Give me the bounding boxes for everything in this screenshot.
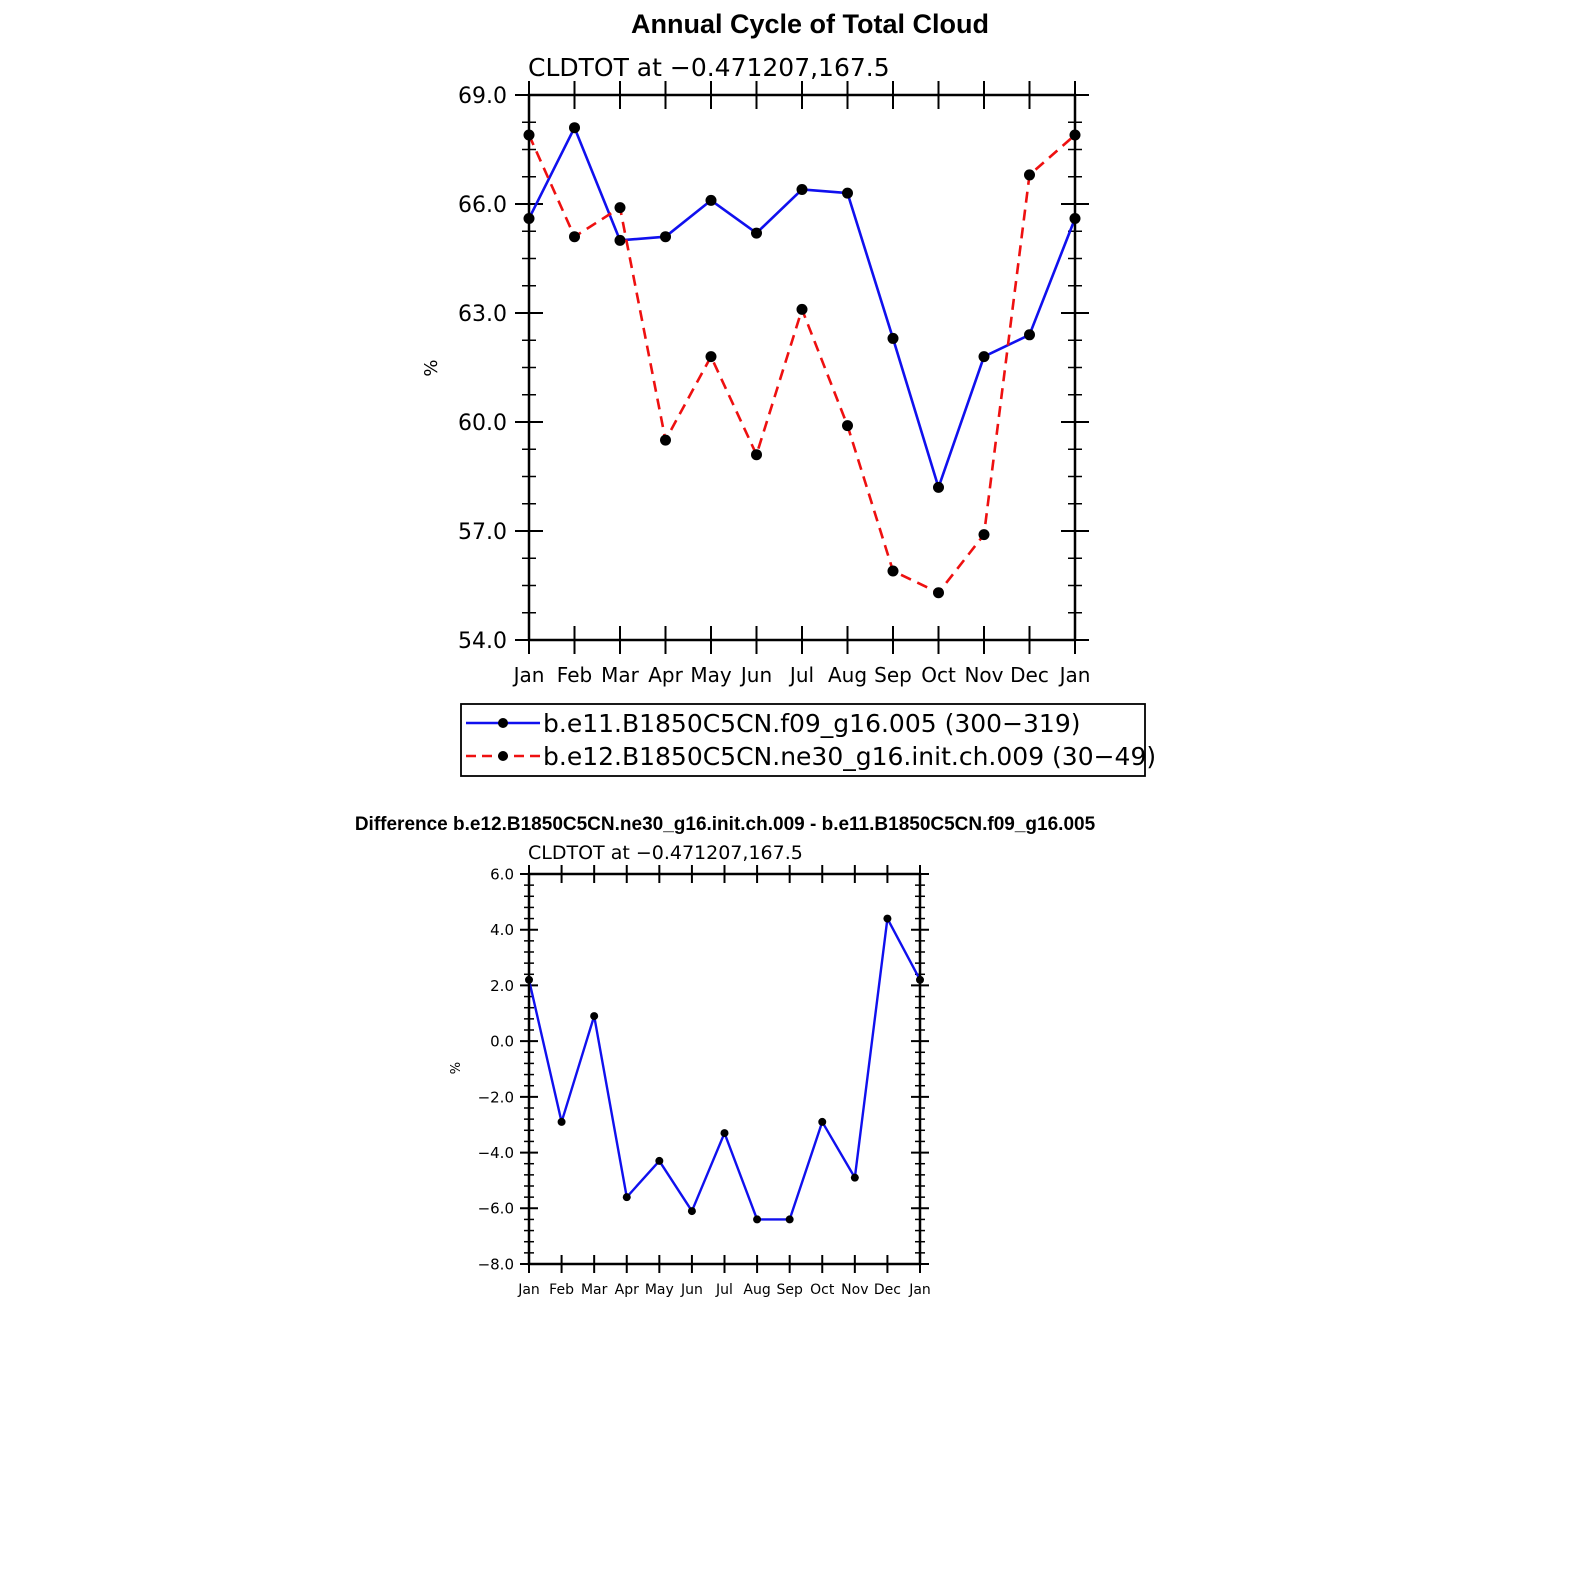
data-point: [614, 234, 626, 246]
data-point: [978, 529, 990, 541]
axis-ticks: [515, 81, 1089, 654]
x-tick-label: Jan: [1058, 663, 1091, 687]
data-point: [796, 183, 808, 195]
x-tick-label: Feb: [549, 1282, 574, 1298]
x-tick-label: Sep: [776, 1282, 803, 1298]
x-tick-label: Dec: [874, 1282, 901, 1298]
plot-frame: [527, 93, 1077, 642]
x-tick-label: Apr: [615, 1282, 639, 1298]
x-tick-label: May: [690, 663, 732, 687]
difference-series-group: [525, 914, 924, 1224]
x-tick-label: Mar: [601, 663, 640, 687]
y-tick-label: 6.0: [490, 865, 514, 883]
data-point: [655, 1156, 664, 1165]
y-axis-label: %: [421, 359, 442, 376]
data-point: [883, 914, 892, 923]
x-tick-label: Dec: [1010, 663, 1049, 687]
x-tick-label: Jun: [739, 663, 772, 687]
x-tick-label: Aug: [743, 1282, 770, 1298]
data-point: [842, 420, 853, 432]
data-point: [796, 303, 808, 315]
y-tick-label: 60.0: [458, 411, 507, 436]
x-tick-label: Jul: [715, 1282, 733, 1298]
data-point: [751, 227, 762, 239]
difference-plot-frame: [527, 872, 922, 1266]
data-point: [569, 122, 580, 134]
difference-y-axis-label: %: [449, 1062, 464, 1074]
data-point: [751, 449, 762, 461]
data-point: [933, 481, 944, 493]
y-tick-label: −8.0: [478, 1255, 514, 1273]
legend-box: [460, 703, 1146, 777]
y-tick-label: 54.0: [458, 629, 507, 654]
data-point: [785, 1215, 794, 1224]
chart-subtitle: CLDTOT at −0.471207,167.5: [528, 53, 890, 82]
data-point: [705, 351, 717, 363]
series-group: [523, 122, 1081, 599]
data-point: [850, 1173, 859, 1182]
legend: b.e11.B1850C5CN.f09_g16.005 (300−319) b.…: [460, 703, 1156, 777]
series-line: [527, 917, 922, 1221]
data-point: [687, 1207, 696, 1216]
data-point: [590, 1012, 599, 1021]
series-line: [527, 133, 1076, 595]
y-tick-label: −6.0: [478, 1200, 514, 1218]
legend-label-series-2: b.e12.B1850C5CN.ne30_g16.init.ch.009 (30…: [543, 742, 1156, 771]
x-tick-label: May: [645, 1282, 674, 1298]
data-point: [1024, 329, 1035, 341]
y-tick-label: −4.0: [478, 1144, 514, 1162]
x-tick-label: Jan: [512, 663, 545, 687]
x-tick-label: Jun: [680, 1282, 703, 1298]
x-tick-label: Oct: [921, 663, 956, 687]
y-tick-label: 69.0: [458, 84, 507, 109]
y-tick-label: 2.0: [490, 977, 514, 995]
data-point: [842, 187, 853, 199]
x-tick-label: Feb: [557, 663, 592, 687]
y-tick-label: 4.0: [490, 921, 514, 939]
legend-marker-red: [498, 751, 508, 761]
difference-x-tick-labels: Jan Feb Mar Apr May Jun Jul Aug Sep Oct Nov Dec Jan: [517, 1282, 931, 1298]
data-point: [753, 1215, 762, 1224]
y-tick-label: 0.0: [490, 1033, 514, 1051]
difference-title: Difference b.e12.B1850C5CN.ne30_g16.init…: [355, 814, 1096, 835]
data-point: [978, 351, 990, 363]
y-tick-label: 66.0: [458, 193, 507, 218]
data-point: [887, 565, 899, 577]
data-point: [887, 332, 899, 344]
x-tick-label: Apr: [648, 663, 683, 687]
data-point: [720, 1129, 729, 1138]
data-point: [660, 434, 671, 446]
x-tick-label: Mar: [581, 1282, 608, 1298]
difference-y-tick-labels: −8.0 −6.0 −4.0 −2.0 0.0 2.0 4.0 6.0: [478, 865, 514, 1273]
y-tick-label: −2.0: [478, 1088, 514, 1106]
x-tick-labels: Jan Feb Mar Apr May Jun Jul Aug Sep Oct Nov Dec Jan: [512, 663, 1091, 687]
x-tick-label: Jan: [908, 1282, 931, 1298]
data-point: [1024, 169, 1035, 181]
y-tick-label: 57.0: [458, 520, 507, 545]
legend-marker-blue: [498, 718, 508, 728]
annual-cycle-chart: Annual Cycle of Total Cloud CLDTOT at −0…: [421, 9, 1156, 777]
data-point: [818, 1117, 827, 1126]
x-tick-label: Nov: [964, 663, 1003, 687]
y-tick-labels: 54.0 57.0 60.0 63.0 66.0 69.0: [458, 84, 507, 654]
x-tick-label: Jul: [788, 663, 814, 687]
x-tick-label: Aug: [828, 663, 867, 687]
data-point: [933, 587, 944, 599]
data-point: [705, 194, 717, 206]
legend-label-series-1: b.e11.B1850C5CN.f09_g16.005 (300−319): [543, 709, 1081, 738]
data-point: [622, 1193, 631, 1202]
x-tick-label: Jan: [517, 1282, 540, 1298]
difference-chart: Difference b.e12.B1850C5CN.ne30_g16.init…: [355, 814, 1096, 1298]
x-tick-label: Oct: [810, 1282, 835, 1298]
data-point: [569, 231, 580, 243]
difference-subtitle: CLDTOT at −0.471207,167.5: [528, 842, 803, 864]
x-tick-label: Nov: [841, 1282, 868, 1298]
x-tick-label: Sep: [874, 663, 912, 687]
data-point: [614, 202, 626, 214]
data-point: [557, 1117, 566, 1126]
data-point: [660, 231, 671, 243]
chart-title: Annual Cycle of Total Cloud: [631, 9, 989, 39]
y-tick-label: 63.0: [458, 302, 507, 327]
